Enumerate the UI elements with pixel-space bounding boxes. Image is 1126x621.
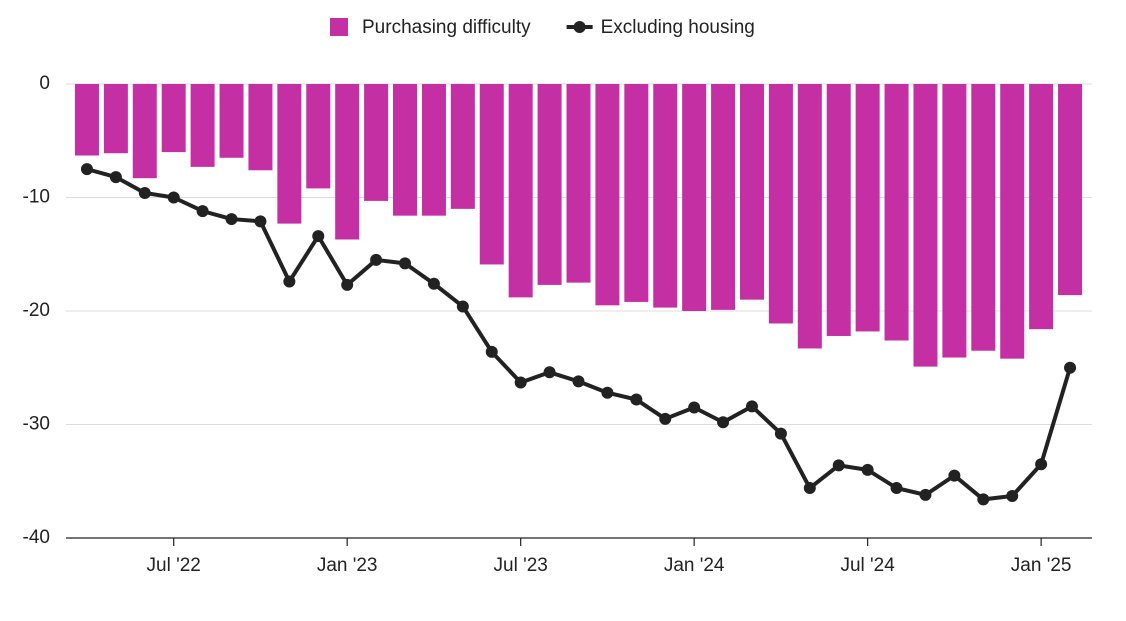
x-tick-label: Jan '24 bbox=[664, 555, 725, 576]
bar bbox=[653, 84, 678, 308]
line-point bbox=[832, 459, 845, 472]
line-point bbox=[803, 482, 816, 495]
line-point bbox=[225, 213, 238, 226]
line-point bbox=[543, 366, 556, 379]
line-point bbox=[717, 416, 730, 429]
x-tick-label: Jan '23 bbox=[317, 555, 378, 576]
line-point bbox=[1064, 361, 1077, 374]
line-point bbox=[485, 345, 498, 358]
legend-label: Purchasing difficulty bbox=[362, 17, 531, 38]
x-tick-label: Jul '24 bbox=[840, 555, 895, 576]
bar bbox=[393, 84, 418, 216]
y-tick-label: -40 bbox=[23, 527, 50, 548]
legend-swatch bbox=[330, 18, 348, 36]
x-tick-label: Jul '22 bbox=[147, 555, 201, 576]
bar bbox=[74, 84, 99, 156]
bar bbox=[1000, 84, 1025, 359]
bar bbox=[855, 84, 880, 332]
bar bbox=[219, 84, 244, 158]
line-point bbox=[1006, 490, 1019, 503]
bar bbox=[797, 84, 822, 349]
line-point bbox=[774, 427, 787, 440]
bar bbox=[971, 84, 996, 351]
line-point bbox=[80, 163, 93, 176]
line-point bbox=[572, 375, 585, 388]
line-point bbox=[196, 205, 209, 218]
line-point bbox=[745, 400, 758, 413]
line-point bbox=[109, 171, 122, 184]
line-point bbox=[399, 257, 412, 270]
bar bbox=[1029, 84, 1054, 330]
y-tick-label: -30 bbox=[23, 414, 50, 435]
bar bbox=[682, 84, 707, 311]
bar bbox=[739, 84, 764, 300]
line-point bbox=[890, 482, 903, 495]
bar bbox=[508, 84, 533, 298]
bar bbox=[450, 84, 475, 209]
line-point bbox=[312, 230, 325, 243]
line-point bbox=[630, 393, 643, 406]
legend-label: Excluding housing bbox=[601, 17, 755, 38]
legend-swatch bbox=[573, 21, 586, 33]
line-point bbox=[601, 386, 614, 399]
bar bbox=[942, 84, 967, 358]
bar bbox=[884, 84, 909, 341]
y-tick-label: -10 bbox=[23, 187, 50, 208]
bar bbox=[421, 84, 446, 216]
bar bbox=[364, 84, 389, 201]
line-point bbox=[948, 469, 961, 482]
line-point bbox=[919, 488, 932, 501]
line-point bbox=[659, 412, 672, 425]
bar bbox=[132, 84, 157, 179]
bar bbox=[537, 84, 562, 285]
bar bbox=[711, 84, 736, 310]
bar bbox=[335, 84, 360, 240]
bar bbox=[768, 84, 793, 324]
bar bbox=[479, 84, 504, 265]
line-point bbox=[254, 215, 267, 228]
bar bbox=[161, 84, 186, 153]
bar bbox=[826, 84, 851, 336]
bar bbox=[248, 84, 273, 171]
y-tick-label: -20 bbox=[23, 300, 50, 321]
y-tick-label: 0 bbox=[39, 73, 50, 94]
bar bbox=[277, 84, 302, 224]
bar bbox=[306, 84, 331, 189]
bar bbox=[595, 84, 620, 306]
line-point bbox=[341, 278, 354, 291]
line-point bbox=[456, 300, 469, 313]
x-tick-label: Jul '23 bbox=[494, 555, 548, 576]
line-point bbox=[370, 253, 383, 266]
line-point bbox=[283, 275, 296, 288]
bar bbox=[190, 84, 215, 167]
bar bbox=[1058, 84, 1083, 296]
line-point bbox=[138, 186, 151, 199]
line-point bbox=[977, 493, 990, 506]
bar bbox=[913, 84, 938, 367]
line-point bbox=[514, 376, 527, 389]
bar bbox=[566, 84, 591, 283]
line-point bbox=[167, 191, 180, 204]
x-tick-label: Jan '25 bbox=[1011, 555, 1072, 576]
line-point bbox=[688, 401, 701, 414]
bar bbox=[103, 84, 128, 154]
line-point bbox=[427, 277, 440, 290]
line-point bbox=[1035, 458, 1048, 471]
line-point bbox=[861, 463, 874, 476]
bar bbox=[624, 84, 649, 302]
